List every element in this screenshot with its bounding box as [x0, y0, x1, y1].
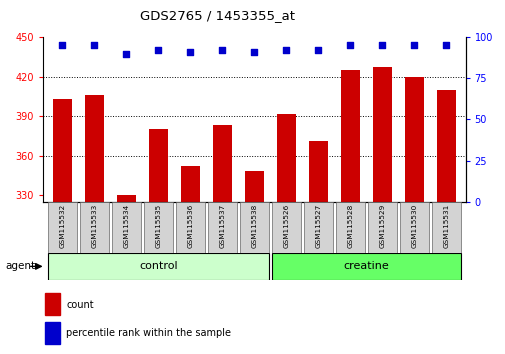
- Point: [58, 42, 66, 48]
- Text: GSM115526: GSM115526: [283, 203, 289, 247]
- Text: GSM115533: GSM115533: [91, 203, 97, 247]
- Bar: [47, 202, 76, 253]
- Point: [345, 42, 353, 48]
- Bar: [212, 125, 231, 354]
- Point: [218, 47, 226, 53]
- Bar: [244, 171, 263, 354]
- Point: [441, 42, 449, 48]
- Point: [186, 49, 194, 55]
- Bar: [276, 114, 295, 354]
- Bar: [53, 99, 72, 354]
- Bar: [84, 95, 104, 354]
- Bar: [143, 202, 172, 253]
- Text: GSM115534: GSM115534: [123, 203, 129, 247]
- Text: GSM115530: GSM115530: [411, 203, 417, 247]
- Text: GSM115538: GSM115538: [251, 203, 257, 247]
- Bar: [180, 166, 199, 354]
- Bar: [239, 202, 268, 253]
- Point: [378, 42, 386, 48]
- Bar: [308, 141, 327, 354]
- Text: GSM115529: GSM115529: [379, 203, 384, 247]
- Bar: [431, 202, 460, 253]
- Bar: [148, 129, 168, 354]
- Point: [154, 47, 162, 53]
- Text: GSM115536: GSM115536: [187, 203, 193, 247]
- Point: [282, 47, 290, 53]
- Text: GSM115532: GSM115532: [59, 203, 65, 247]
- Point: [314, 47, 322, 53]
- Bar: [340, 70, 359, 354]
- Text: count: count: [66, 299, 94, 310]
- Bar: [367, 202, 396, 253]
- Text: GSM115528: GSM115528: [346, 203, 352, 247]
- Bar: [304, 202, 332, 253]
- Bar: [335, 202, 364, 253]
- Bar: [112, 202, 140, 253]
- Bar: [45, 293, 60, 315]
- Bar: [404, 77, 423, 354]
- Bar: [80, 202, 109, 253]
- Bar: [208, 202, 236, 253]
- Bar: [116, 195, 135, 354]
- Text: GSM115537: GSM115537: [219, 203, 225, 247]
- Text: GSM115527: GSM115527: [315, 203, 321, 247]
- Bar: [176, 202, 204, 253]
- Bar: [271, 202, 300, 253]
- Bar: [271, 253, 460, 280]
- Point: [410, 42, 418, 48]
- Bar: [45, 322, 60, 344]
- Point: [90, 42, 98, 48]
- Bar: [399, 202, 428, 253]
- Point: [249, 49, 258, 55]
- Text: creatine: creatine: [343, 261, 388, 272]
- Text: GSM115535: GSM115535: [155, 203, 161, 247]
- Point: [122, 51, 130, 56]
- Bar: [436, 90, 455, 354]
- Bar: [47, 253, 268, 280]
- Text: percentile rank within the sample: percentile rank within the sample: [66, 328, 231, 338]
- Text: GSM115531: GSM115531: [442, 203, 448, 247]
- Text: agent: agent: [5, 261, 35, 271]
- Text: control: control: [139, 261, 177, 272]
- Text: GDS2765 / 1453355_at: GDS2765 / 1453355_at: [140, 9, 294, 22]
- Bar: [372, 68, 391, 354]
